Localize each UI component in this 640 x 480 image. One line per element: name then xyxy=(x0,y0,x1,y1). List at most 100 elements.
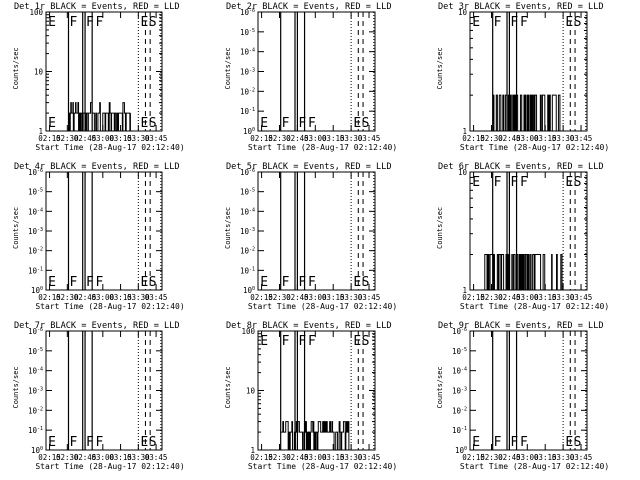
x-tick-label: 03:30 xyxy=(127,134,150,143)
flag-letter: S xyxy=(149,15,157,30)
x-tick-label: 02:30 xyxy=(268,453,291,462)
flag-letter: F xyxy=(298,334,306,349)
flag-letter: E xyxy=(48,116,56,131)
flag-letter: F xyxy=(510,15,518,30)
y-tick-label: 10-1 xyxy=(28,426,43,435)
y-tick-label: 10-6 xyxy=(28,327,43,336)
x-axis-label: Start Time (28-Aug-17 02:12:40) xyxy=(248,143,397,152)
x-tick-label: 03:30 xyxy=(127,293,150,302)
events-trace xyxy=(280,421,350,451)
y-axis-label: Counts/sec xyxy=(224,366,232,408)
x-tick-label: 03:30 xyxy=(552,134,575,143)
flag-letter: E xyxy=(141,275,149,290)
x-tick-label: 02:45 xyxy=(74,453,97,462)
x-tick-label: 02:30 xyxy=(56,293,79,302)
x-tick-label: 02:30 xyxy=(480,134,503,143)
x-tick-label: 03:15 xyxy=(322,134,345,143)
x-tick-label: 03:00 xyxy=(92,293,115,302)
x-tick-label: 02:30 xyxy=(480,293,503,302)
chart-title: Det 8r BLACK = Events, RED = LLD xyxy=(226,321,392,331)
x-tick-label: 02:45 xyxy=(74,293,97,302)
y-axis-label: Counts/sec xyxy=(224,207,232,249)
flag-letter: E xyxy=(353,334,361,349)
flag-letter: F xyxy=(520,175,528,190)
flag-letter: F xyxy=(308,275,316,290)
y-tick-label: 10-6 xyxy=(240,168,255,177)
chart-title: Det 3r BLACK = Events, RED = LLD xyxy=(438,2,604,12)
flag-letter: F xyxy=(96,435,104,450)
y-axis-label: Counts/sec xyxy=(12,47,20,89)
flag-letter: F xyxy=(86,275,94,290)
flag-letter: E xyxy=(565,435,573,450)
flag-letter: E xyxy=(260,275,268,290)
plot-frame xyxy=(469,330,588,451)
x-axis-label: Start Time (28-Aug-17 02:12:40) xyxy=(35,462,184,471)
flag-letter: S xyxy=(574,435,582,450)
flag-letter: F xyxy=(69,275,77,290)
y-tick-label: 100 xyxy=(241,327,255,336)
y-tick-label: 10 xyxy=(246,387,256,396)
y-tick-label: 10-5 xyxy=(240,188,255,197)
x-tick-label: 03:15 xyxy=(109,453,132,462)
flag-letter: F xyxy=(510,175,518,190)
flag-letter: E xyxy=(472,435,480,450)
chart-panel: Det 3r BLACK = Events, RED = LLD Counts/s… xyxy=(436,2,609,152)
x-tick-label: 03:45 xyxy=(358,293,381,302)
flag-letter: F xyxy=(494,175,502,190)
x-tick-label: 02:30 xyxy=(56,453,79,462)
x-tick-label: 02:15 xyxy=(38,134,61,143)
x-tick-label: 02:45 xyxy=(286,134,309,143)
flag-letter: E xyxy=(141,435,149,450)
x-axis-label: Start Time (28-Aug-17 02:12:40) xyxy=(460,462,609,471)
flag-letter: E xyxy=(141,116,149,131)
x-tick-label: 03:00 xyxy=(516,134,539,143)
y-tick-label: 10-3 xyxy=(240,227,255,236)
plot-frame xyxy=(45,171,163,291)
y-tick-label: 10-1 xyxy=(240,266,255,275)
x-tick-label: 03:45 xyxy=(145,293,168,302)
chart-title: Det 4r BLACK = Events, RED = LLD xyxy=(14,162,180,172)
x-tick-label: 03:30 xyxy=(340,453,363,462)
flag-letter: F xyxy=(86,15,94,30)
x-tick-label: 03:30 xyxy=(552,453,575,462)
y-tick-label: 10 xyxy=(458,8,468,17)
x-axis-label: Start Time (28-Aug-17 02:12:40) xyxy=(35,143,184,152)
x-tick-label: 02:15 xyxy=(462,293,485,302)
chart-panel: Det 9r BLACK = Events, RED = LLD Counts/s… xyxy=(436,321,609,471)
y-axis-label: Counts/sec xyxy=(224,47,232,89)
x-tick-label: 03:15 xyxy=(534,293,557,302)
x-tick-label: 02:30 xyxy=(480,453,503,462)
chart-title: Det 6r BLACK = Events, RED = LLD xyxy=(438,162,604,172)
x-tick-label: 02:30 xyxy=(268,134,291,143)
y-axis-label: Counts/sec xyxy=(436,366,444,408)
chart-title: Det 1r BLACK = Events, RED = LLD xyxy=(14,2,180,12)
x-axis-label: Start Time (28-Aug-17 02:12:40) xyxy=(248,302,397,311)
x-tick-label: 03:45 xyxy=(358,134,381,143)
x-tick-label: 02:30 xyxy=(56,134,79,143)
y-tick-label: 10-5 xyxy=(240,28,255,37)
y-tick-label: 1 xyxy=(38,127,43,136)
y-tick-label: 10-4 xyxy=(240,207,255,216)
plot-frame xyxy=(45,330,163,451)
x-tick-label: 03:15 xyxy=(534,453,557,462)
chart-title: Det 9r BLACK = Events, RED = LLD xyxy=(438,321,604,331)
y-tick-label: 1 xyxy=(462,127,467,136)
y-tick-label: 10-5 xyxy=(452,347,467,356)
flag-letter: E xyxy=(472,175,480,190)
y-tick-label: 10-5 xyxy=(28,347,43,356)
x-tick-label: 02:15 xyxy=(250,453,273,462)
y-tick-label: 10-2 xyxy=(28,247,43,256)
x-tick-label: 03:15 xyxy=(534,134,557,143)
chart-title: Det 7r BLACK = Events, RED = LLD xyxy=(14,321,180,331)
flag-letter: E xyxy=(353,116,361,131)
x-tick-label: 03:00 xyxy=(516,293,539,302)
y-tick-label: 100 xyxy=(29,8,43,17)
x-tick-label: 03:00 xyxy=(304,134,327,143)
x-tick-label: 02:45 xyxy=(74,134,97,143)
y-tick-label: 1 xyxy=(462,286,467,295)
x-tick-label: 03:00 xyxy=(516,453,539,462)
x-tick-label: 03:30 xyxy=(552,293,575,302)
x-tick-label: 03:45 xyxy=(145,453,168,462)
x-tick-label: 02:45 xyxy=(286,453,309,462)
